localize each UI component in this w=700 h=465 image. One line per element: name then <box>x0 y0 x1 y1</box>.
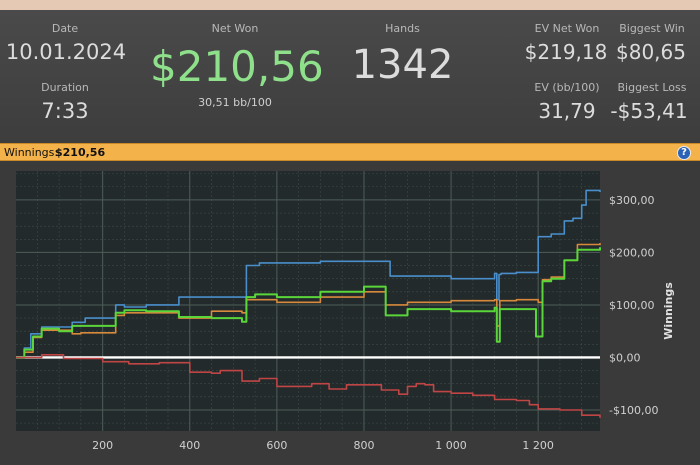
winnings-chart: 200 400 600 800 1 000 1 200 $300,00 $200,00 $100… <box>16 171 675 452</box>
date-label: Date <box>51 22 79 35</box>
biggest-loss-label: Biggest Loss <box>617 81 687 94</box>
series-line-red <box>16 354 601 418</box>
biggest-loss-value: -$53,41 <box>610 99 688 123</box>
x-tick-label: 200 <box>92 439 113 452</box>
y-tick-label: $0,00 <box>609 351 641 364</box>
window-top-strip <box>0 0 700 10</box>
ev-bb-label: EV (bb/100) <box>534 81 600 94</box>
net-won-label: Net Won <box>211 22 259 35</box>
duration-value: 7:33 <box>41 99 89 123</box>
x-tick-label: 600 <box>266 439 287 452</box>
y-tick-label: $300,00 <box>609 194 655 207</box>
x-tick-label: 1 200 <box>522 439 554 452</box>
x-tick-label: 1 000 <box>435 439 467 452</box>
y-tick-label: $100,00 <box>609 299 655 312</box>
winnings-header-bar: Winnings: $210,56 ? <box>0 143 700 161</box>
series-line-blue <box>16 189 601 359</box>
hands-value: 1342 <box>351 42 454 88</box>
y-tick-label: -$100,00 <box>609 404 658 417</box>
duration-label: Duration <box>41 81 89 94</box>
winnings-header-value: $210,56 <box>55 146 106 159</box>
help-icon[interactable]: ? <box>677 146 691 160</box>
bb-per-100: 30,51 bb/100 <box>198 96 272 109</box>
biggest-win-value: $80,65 <box>616 40 686 64</box>
biggest-win-label: Biggest Win <box>619 22 685 35</box>
ev-bb-value: 31,79 <box>538 99 596 123</box>
winnings-header-label: Winnings: <box>4 146 59 159</box>
net-won-value: $210,56 <box>150 42 324 91</box>
date-value: 10.01.2024 <box>5 40 127 64</box>
series-line-green <box>16 247 601 359</box>
y-axis-label: Winnings <box>662 282 675 340</box>
hands-label: Hands <box>385 22 420 35</box>
ev-net-won-value: $219,18 <box>524 40 608 64</box>
x-tick-label: 400 <box>179 439 200 452</box>
ev-net-won-label: EV Net Won <box>534 22 600 35</box>
session-stats-panel: Date 10.01.2024 Duration 7:33 Net Won $2… <box>0 10 700 143</box>
y-tick-label: $200,00 <box>609 246 655 259</box>
x-tick-label: 800 <box>353 439 374 452</box>
winnings-chart-area: 200 400 600 800 1 000 1 200 $300,00 $200,00 $100… <box>0 161 700 461</box>
